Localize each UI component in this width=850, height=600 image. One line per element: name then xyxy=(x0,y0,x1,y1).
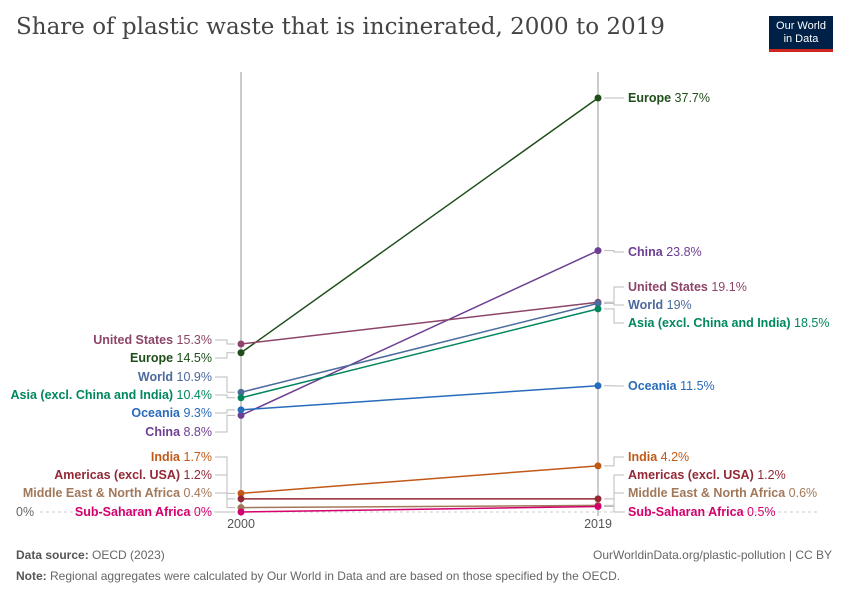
connector-left-world xyxy=(215,376,235,393)
source-label: Data source: xyxy=(16,548,89,562)
label-2000-world: World 10.9% xyxy=(138,370,212,384)
owid-logo[interactable]: Our World in Data xyxy=(769,16,833,52)
series-line-sub-saharan-africa xyxy=(240,505,599,513)
series-line-oceania xyxy=(240,384,599,411)
label-2000-americas-excl-usa: Americas (excl. USA) 1.2% xyxy=(54,468,212,482)
series-line-china xyxy=(240,249,599,417)
point-2019-europe xyxy=(594,94,602,102)
connector-left-china xyxy=(215,414,235,433)
label-2019-americas-excl-usa: Americas (excl. USA) 1.2% xyxy=(628,468,786,482)
label-2000-middle-east-north-africa: Middle East & North Africa 0.4% xyxy=(23,486,212,500)
y-tick-label: 0% xyxy=(16,505,34,519)
connector-left-asia-excl-china-and-india xyxy=(215,394,235,399)
connector-right-india xyxy=(604,456,624,467)
point-2000-china xyxy=(237,411,245,419)
series-line-middle-east-north-africa xyxy=(240,504,599,509)
point-2000-europe xyxy=(237,349,245,357)
connector-left-oceania xyxy=(215,409,235,414)
point-2019-world xyxy=(594,299,602,307)
point-2000-oceania xyxy=(237,406,245,414)
source-url[interactable]: OurWorldinData.org/plastic-pollution | C… xyxy=(593,548,832,562)
connector-left-europe xyxy=(215,352,235,359)
point-2000-india xyxy=(237,489,245,497)
chart-title: Share of plastic waste that is incinerat… xyxy=(16,14,665,40)
series-line-europe xyxy=(240,97,599,354)
label-2000-europe: Europe 14.5% xyxy=(130,351,212,365)
point-2019-india xyxy=(594,462,602,470)
connector-left-americas-excl-usa xyxy=(215,474,235,500)
series-line-world xyxy=(240,302,599,394)
label-2019-middle-east-north-africa: Middle East & North Africa 0.6% xyxy=(628,486,817,500)
label-2000-united-states: United States 15.3% xyxy=(93,333,212,347)
connector-right-middle-east-north-africa xyxy=(604,492,624,506)
point-2019-americas-excl-usa xyxy=(594,495,602,503)
label-2000-sub-saharan-africa: Sub-Saharan Africa 0% xyxy=(75,505,212,519)
x-tick-label: 2019 xyxy=(584,517,612,531)
label-2019-world: World 19% xyxy=(628,298,692,312)
label-2019-europe: Europe 37.7% xyxy=(628,91,710,105)
label-2000-asia-excl-china-and-india: Asia (excl. China and India) 10.4% xyxy=(11,388,212,402)
slope-chart: 0% 2000 2019 Europe 14.5% Europe 37.7% China … xyxy=(11,72,829,531)
label-2019-sub-saharan-africa: Sub-Saharan Africa 0.5% xyxy=(628,505,776,519)
connector-right-world xyxy=(604,302,624,306)
point-2019-asia-excl-china-and-india xyxy=(594,305,602,313)
point-2019-china xyxy=(594,247,602,255)
connector-right-sub-saharan-africa xyxy=(604,506,624,513)
x-tick-label: 2000 xyxy=(227,517,255,531)
series-line-india xyxy=(240,465,599,495)
logo-line2: in Data xyxy=(783,33,819,45)
point-2000-world xyxy=(237,388,245,396)
label-2019-china: China 23.8% xyxy=(628,245,702,259)
footnote: Note: Regional aggregates were calculate… xyxy=(16,569,620,583)
label-2000-india: India 1.7% xyxy=(151,450,212,464)
label-2019-united-states: United States 19.1% xyxy=(628,280,747,294)
label-2019-asia-excl-china-and-india: Asia (excl. China and India) 18.5% xyxy=(628,316,829,330)
point-2000-sub-saharan-africa xyxy=(237,508,245,516)
point-2019-sub-saharan-africa xyxy=(594,503,602,511)
point-2019-oceania xyxy=(594,382,602,390)
note-text: Regional aggregates were calculated by O… xyxy=(50,569,621,583)
data-source: Data source: OECD (2023) xyxy=(16,548,165,562)
source-text[interactable]: OECD (2023) xyxy=(92,548,165,562)
label-2019-oceania: Oceania 11.5% xyxy=(628,379,715,393)
connector-left-united-states xyxy=(215,339,235,345)
connector-right-united-states xyxy=(604,286,624,303)
point-2000-united-states xyxy=(237,340,245,348)
connector-left-middle-east-north-africa xyxy=(215,492,235,509)
connector-right-china xyxy=(604,250,624,253)
label-2000-china: China 8.8% xyxy=(145,425,212,439)
connector-right-asia-excl-china-and-india xyxy=(604,308,624,324)
label-2000-oceania: Oceania 9.3% xyxy=(131,406,212,420)
note-label: Note: xyxy=(16,569,47,583)
label-2019-india: India 4.2% xyxy=(628,450,689,464)
logo-line1: Our World xyxy=(776,20,826,32)
series-line-united-states xyxy=(240,301,599,345)
series-line-asia-excl-china-and-india xyxy=(240,308,599,399)
connector-right-americas-excl-usa xyxy=(604,474,624,500)
point-2000-asia-excl-china-and-india xyxy=(237,394,245,402)
point-2000-americas-excl-usa xyxy=(237,495,245,503)
